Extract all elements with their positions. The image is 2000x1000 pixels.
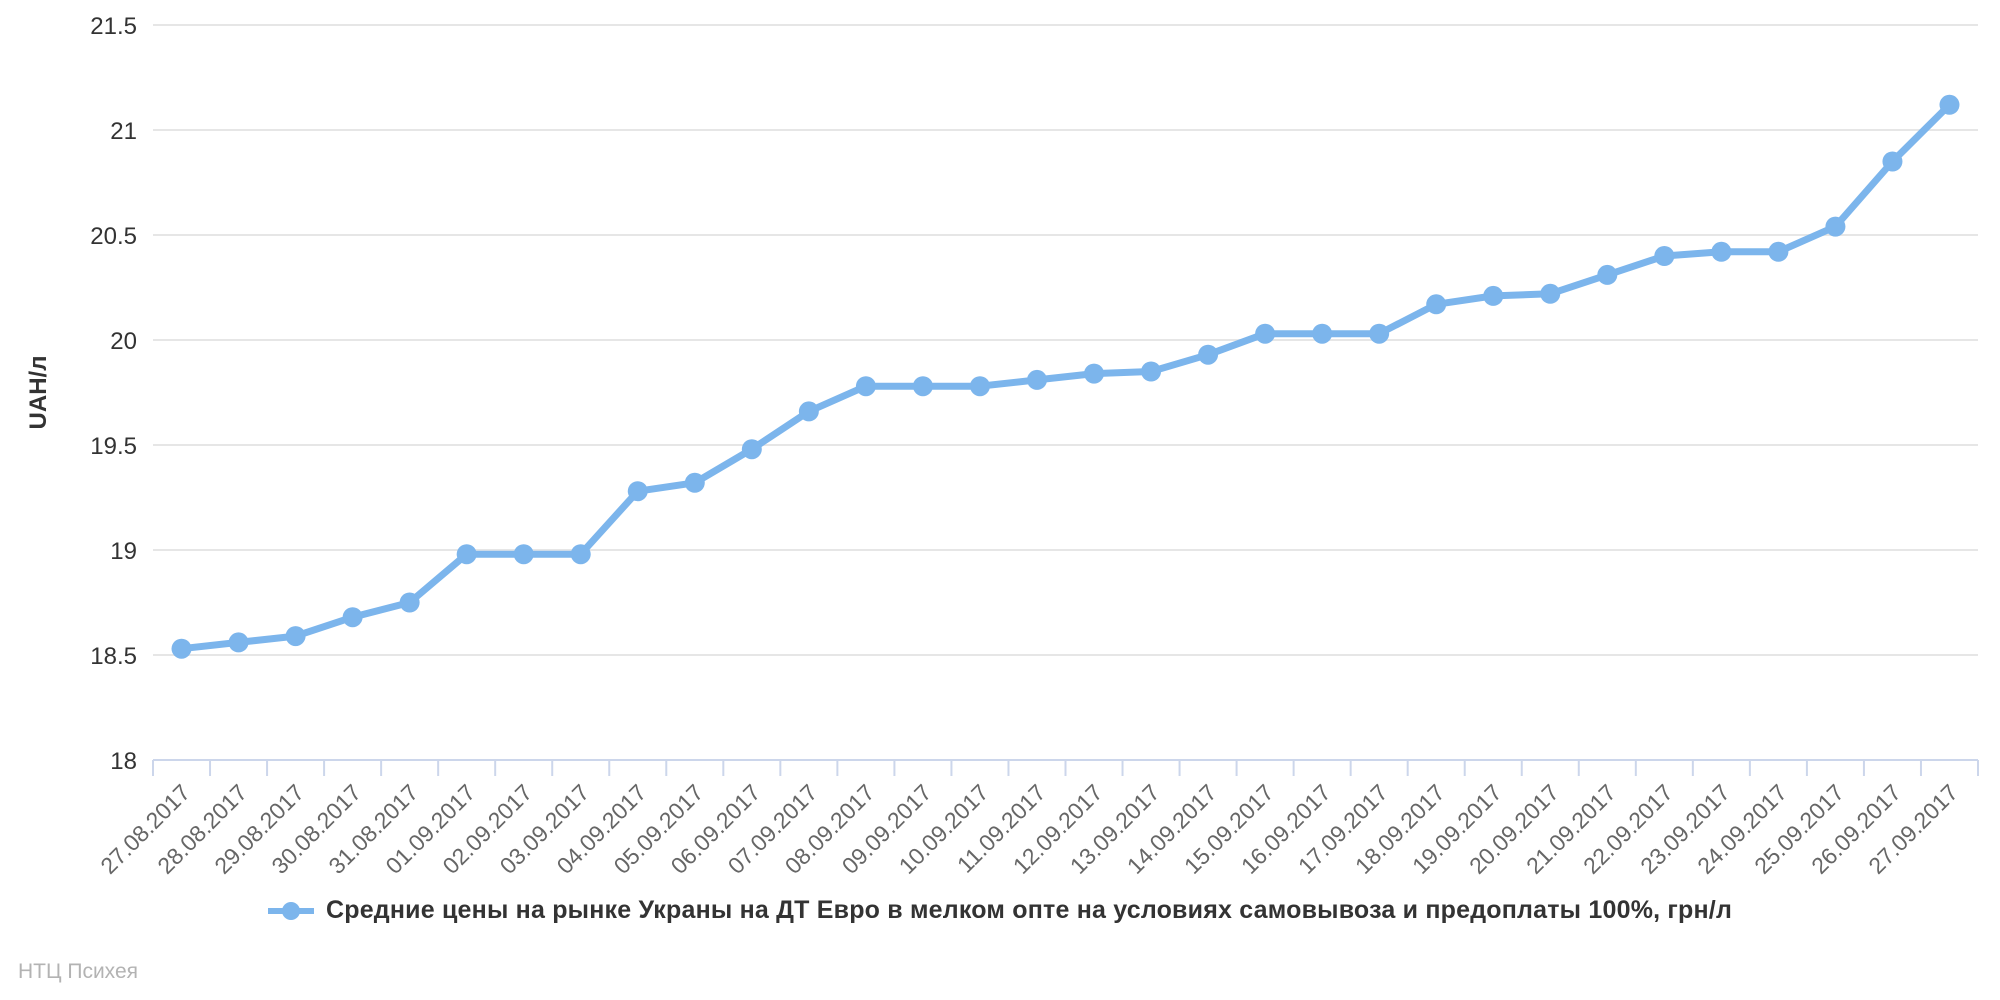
data-point-marker[interactable] bbox=[1426, 294, 1447, 315]
y-axis-tick-label: 21.5 bbox=[90, 13, 137, 40]
data-point-marker[interactable] bbox=[1198, 344, 1219, 365]
series-line bbox=[178, 101, 1953, 653]
data-point-marker[interactable] bbox=[1084, 363, 1105, 384]
data-point-marker[interactable] bbox=[912, 376, 933, 397]
data-point-marker[interactable] bbox=[1540, 283, 1561, 304]
data-point-marker[interactable] bbox=[171, 638, 192, 659]
data-point-marker[interactable] bbox=[798, 401, 819, 422]
data-point-marker[interactable] bbox=[1026, 369, 1047, 390]
data-point-marker[interactable] bbox=[684, 472, 705, 493]
data-point-marker[interactable] bbox=[399, 592, 420, 613]
data-point-marker[interactable] bbox=[1597, 264, 1618, 285]
data-point-marker[interactable] bbox=[969, 376, 990, 397]
data-point-marker[interactable] bbox=[342, 607, 363, 628]
data-point-marker[interactable] bbox=[1369, 323, 1390, 344]
data-point-marker[interactable] bbox=[1483, 285, 1504, 306]
data-point-marker[interactable] bbox=[1141, 361, 1162, 382]
y-axis-tick-label: 19.5 bbox=[90, 433, 137, 460]
y-axis-tick-label: 21 bbox=[110, 118, 137, 145]
data-point-marker[interactable] bbox=[741, 439, 762, 460]
data-point-marker[interactable] bbox=[456, 544, 477, 565]
legend-marker-icon bbox=[267, 901, 314, 920]
data-point-marker[interactable] bbox=[513, 544, 534, 565]
data-point-marker[interactable] bbox=[1255, 323, 1276, 344]
data-point-marker[interactable] bbox=[1825, 216, 1846, 237]
data-point-marker[interactable] bbox=[285, 626, 306, 647]
credits-watermark: НТЦ Психея bbox=[18, 960, 139, 983]
data-point-marker[interactable] bbox=[1711, 241, 1732, 262]
y-axis-tick-label: 18 bbox=[110, 748, 137, 775]
data-point-marker[interactable] bbox=[228, 632, 249, 653]
data-point-marker[interactable] bbox=[1939, 94, 1960, 115]
data-point-marker[interactable] bbox=[1654, 246, 1675, 266]
legend-label: Средние цены на рынке Украны на ДТ Евро … bbox=[325, 896, 1733, 924]
data-point-marker[interactable] bbox=[1312, 323, 1333, 344]
y-axis-tick-label: 19 bbox=[110, 538, 137, 565]
data-point-marker[interactable] bbox=[855, 376, 876, 397]
data-point-marker[interactable] bbox=[627, 481, 648, 502]
y-axis-tick-label: 20.5 bbox=[90, 223, 137, 250]
legend-item[interactable]: Средние цены на рынке Украны на ДТ Евро … bbox=[0, 896, 2000, 925]
data-point-marker[interactable] bbox=[1882, 151, 1903, 172]
y-axis-title: UAH/л bbox=[25, 356, 52, 430]
data-point-marker[interactable] bbox=[570, 544, 591, 565]
y-axis-tick-label: 18.5 bbox=[90, 643, 137, 670]
y-axis-tick-label: 20 bbox=[110, 328, 137, 355]
data-point-marker[interactable] bbox=[1768, 241, 1789, 262]
